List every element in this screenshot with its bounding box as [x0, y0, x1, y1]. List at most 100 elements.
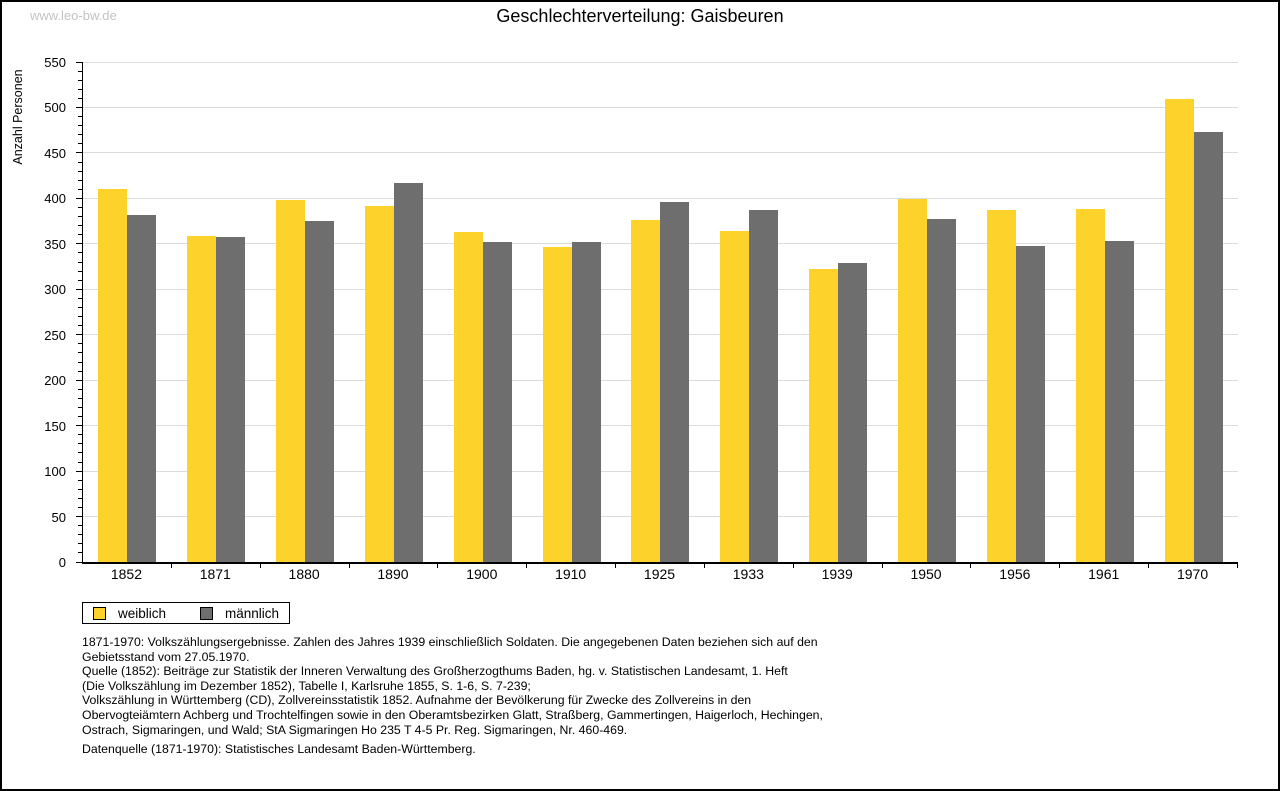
- y-tick-label-450: 450: [44, 145, 66, 161]
- y-minor-tick-480: [78, 125, 82, 127]
- y-minor-tick-370: [78, 225, 82, 227]
- x-boundary-tick-4: [437, 564, 439, 568]
- bar-männlich-1956: [1015, 245, 1045, 562]
- note-line-6: Obervogteiämtern Achberg und Trochtelfin…: [82, 707, 823, 722]
- y-major-tick-100: [76, 470, 82, 472]
- y-minor-tick-280: [78, 306, 82, 308]
- bar-weiblich-1900: [453, 232, 483, 562]
- bar-männlich-1890: [393, 182, 423, 562]
- y-minor-tick-390: [78, 206, 82, 208]
- y-minor-tick-230: [78, 352, 82, 354]
- y-tick-label-550: 550: [44, 55, 66, 70]
- x-boundary-tick-8: [792, 564, 794, 568]
- x-boundary-tick-5: [526, 564, 528, 568]
- bar-group-1970: [1149, 62, 1238, 562]
- y-tick-label-350: 350: [44, 236, 66, 252]
- y-tick-label-300: 300: [44, 282, 66, 298]
- gridline-400: [83, 197, 1238, 199]
- y-major-tick-250: [76, 334, 82, 336]
- bar-weiblich-1890: [364, 205, 394, 562]
- legend: weiblich männlich: [82, 602, 291, 624]
- y-tick-label-100: 100: [44, 464, 66, 480]
- y-axis-tick-labels: 0 50 100 150 200 250 300 350 400 450 500 550: [2, 55, 74, 570]
- x-boundary-tick-2: [259, 564, 261, 568]
- x-boundary-tick-11: [1059, 564, 1061, 568]
- bar-männlich-1925: [660, 202, 690, 562]
- y-minor-tick-120: [78, 452, 82, 454]
- bar-group-1880: [261, 62, 350, 562]
- note-line-7: Ostrach, Sigmaringen, und Wald; StA Sigm…: [82, 722, 628, 737]
- y-tick-label-200: 200: [44, 373, 66, 389]
- y-minor-tick-20: [78, 543, 82, 545]
- y-tick-label-0: 0: [58, 555, 66, 570]
- y-minor-tick-60: [78, 506, 82, 508]
- bar-group-1852: [83, 62, 172, 562]
- gridline-550: [83, 61, 1238, 63]
- bar-männlich-1910: [571, 242, 601, 562]
- y-minor-tick-310: [78, 279, 82, 281]
- bar-männlich-1880: [305, 221, 335, 562]
- bar-group-1950: [883, 62, 972, 562]
- y-minor-tick-360: [78, 234, 82, 236]
- x-tick-label-1900: 1900: [466, 566, 498, 582]
- y-minor-tick-340: [78, 252, 82, 254]
- legend-item-weiblich: weiblich: [93, 606, 166, 621]
- y-tick-label-50: 50: [51, 509, 66, 525]
- bar-group-1961: [1060, 62, 1149, 562]
- note-line-5: Volkszählung in Württemberg (CD), Zollve…: [82, 693, 752, 708]
- bar-männlich-1852: [127, 214, 157, 562]
- y-minor-tick-110: [78, 461, 82, 463]
- y-minor-tick-40: [78, 525, 82, 527]
- y-minor-tick-210: [78, 370, 82, 372]
- y-major-tick-300: [76, 288, 82, 290]
- y-minor-tick-30: [78, 534, 82, 536]
- x-tick-label-1933: 1933: [732, 566, 764, 582]
- y-minor-tick-260: [78, 325, 82, 327]
- y-minor-tick-90: [78, 479, 82, 481]
- bar-weiblich-1970: [1164, 99, 1194, 562]
- bar-group-1910: [527, 62, 616, 562]
- bar-group-1890: [350, 62, 439, 562]
- bar-weiblich-1910: [542, 247, 572, 562]
- bar-weiblich-1871: [187, 235, 217, 562]
- y-major-tick-50: [76, 516, 82, 518]
- bar-group-1933: [705, 62, 794, 562]
- bar-männlich-1950: [927, 219, 957, 562]
- y-minor-tick-510: [78, 97, 82, 99]
- gridline-450: [83, 152, 1238, 154]
- datasource-note: Datenquelle (1871-1970): Statistisches L…: [82, 742, 476, 756]
- bar-weiblich-1961: [1075, 209, 1105, 562]
- x-tick-label-1871: 1871: [199, 566, 231, 582]
- bar-männlich-1900: [482, 242, 512, 562]
- source-notes: 1871-1970: Volkszählungsergebnisse. Zahl…: [82, 635, 1222, 737]
- x-tick-label-1961: 1961: [1088, 566, 1120, 582]
- x-tick-label-1970: 1970: [1176, 566, 1209, 582]
- bar-weiblich-1925: [631, 220, 661, 562]
- y-minor-tick-330: [78, 261, 82, 263]
- x-boundary-tick-7: [703, 564, 705, 568]
- y-minor-tick-460: [78, 143, 82, 145]
- bar-männlich-1970: [1193, 132, 1223, 562]
- y-minor-tick-180: [78, 397, 82, 399]
- legend-swatch-icon: [93, 606, 106, 620]
- bar-weiblich-1950: [898, 199, 928, 562]
- x-boundary-tick-10: [970, 564, 972, 568]
- y-minor-tick-530: [78, 79, 82, 81]
- x-tick-label-1939: 1939: [821, 566, 853, 582]
- bar-männlich-1961: [1104, 241, 1134, 562]
- bar-weiblich-1956: [986, 210, 1016, 562]
- x-boundary-tick-9: [881, 564, 883, 568]
- bar-männlich-1933: [749, 210, 779, 562]
- y-major-tick-0: [76, 561, 82, 563]
- bar-group-1925: [616, 62, 705, 562]
- bar-group-1956: [971, 62, 1060, 562]
- bar-männlich-1871: [216, 237, 246, 562]
- y-minor-tick-540: [78, 70, 82, 72]
- y-tick-label-400: 400: [44, 191, 66, 207]
- y-major-tick-450: [76, 152, 82, 154]
- legend-label: weiblich: [118, 605, 167, 621]
- y-minor-tick-220: [78, 361, 82, 363]
- note-line-2: Gebietsstand vom 27.05.1970.: [82, 649, 250, 664]
- y-major-tick-350: [76, 243, 82, 245]
